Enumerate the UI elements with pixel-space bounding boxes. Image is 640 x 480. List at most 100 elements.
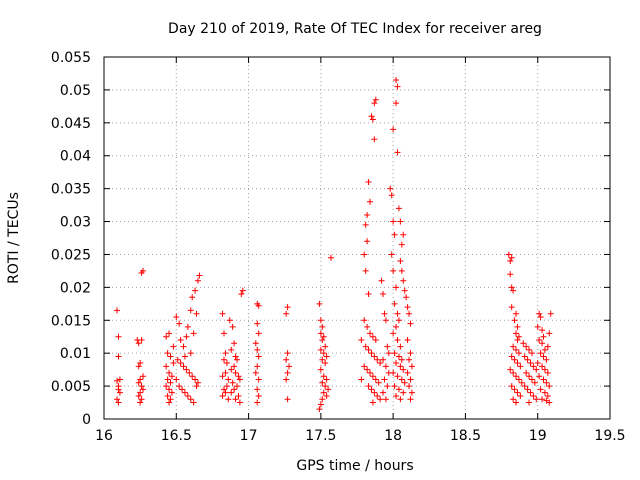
data-point bbox=[194, 277, 201, 284]
data-point bbox=[513, 330, 520, 337]
data-point bbox=[369, 333, 376, 340]
data-point bbox=[192, 287, 199, 294]
data-point bbox=[368, 386, 375, 393]
data-point bbox=[513, 310, 520, 317]
data-point bbox=[507, 258, 514, 265]
data-point bbox=[381, 376, 388, 383]
data-point bbox=[254, 399, 261, 406]
data-point bbox=[135, 392, 142, 399]
data-point bbox=[513, 346, 520, 353]
data-point bbox=[541, 389, 548, 396]
data-point bbox=[255, 353, 262, 360]
data-point bbox=[364, 238, 371, 245]
data-point bbox=[190, 399, 197, 406]
data-point bbox=[368, 350, 375, 357]
data-point bbox=[193, 310, 200, 317]
y-tick-label: 0.035 bbox=[51, 182, 91, 198]
data-point bbox=[374, 392, 381, 399]
data-point bbox=[234, 356, 241, 363]
data-point bbox=[541, 366, 548, 373]
data-point bbox=[526, 346, 533, 353]
data-point bbox=[320, 350, 327, 357]
data-point bbox=[114, 377, 121, 384]
data-point bbox=[327, 254, 334, 261]
data-point bbox=[114, 307, 121, 314]
data-point bbox=[381, 310, 388, 317]
data-point bbox=[219, 392, 226, 399]
data-point bbox=[523, 343, 530, 350]
data-point bbox=[400, 277, 407, 284]
data-point bbox=[511, 317, 518, 324]
data-point bbox=[514, 360, 521, 367]
data-point bbox=[228, 366, 235, 373]
data-point bbox=[115, 353, 122, 360]
data-point bbox=[517, 392, 524, 399]
data-point bbox=[528, 376, 535, 383]
data-point bbox=[364, 323, 371, 330]
y-tick-label: 0.04 bbox=[60, 149, 91, 165]
data-point bbox=[526, 373, 533, 380]
x-tick-label: 17 bbox=[240, 428, 258, 444]
data-point bbox=[540, 376, 547, 383]
data-point bbox=[254, 346, 261, 353]
data-point bbox=[189, 294, 196, 301]
data-point bbox=[507, 366, 514, 373]
data-point bbox=[140, 373, 147, 380]
data-point bbox=[325, 386, 332, 393]
data-point bbox=[372, 376, 379, 383]
data-point bbox=[362, 343, 369, 350]
y-tick-label: 0.005 bbox=[51, 379, 91, 395]
data-point bbox=[395, 386, 402, 393]
data-point bbox=[533, 396, 540, 403]
data-point bbox=[394, 373, 401, 380]
data-point bbox=[231, 386, 238, 393]
data-point bbox=[395, 317, 402, 324]
data-point bbox=[393, 284, 400, 291]
y-tick-label: 0.05 bbox=[60, 83, 91, 99]
data-point bbox=[232, 369, 239, 376]
data-point bbox=[231, 363, 238, 370]
data-point bbox=[320, 373, 327, 380]
data-point bbox=[222, 369, 229, 376]
data-point bbox=[236, 399, 243, 406]
data-point bbox=[220, 386, 227, 393]
data-point bbox=[177, 360, 184, 367]
data-point bbox=[391, 231, 398, 238]
data-point bbox=[235, 392, 242, 399]
data-point bbox=[515, 376, 522, 383]
data-point bbox=[528, 350, 535, 357]
y-tick-label: 0.055 bbox=[51, 50, 91, 66]
data-point bbox=[135, 363, 142, 370]
data-point bbox=[174, 356, 181, 363]
data-point bbox=[255, 392, 262, 399]
data-point bbox=[407, 320, 414, 327]
data-point bbox=[173, 313, 180, 320]
data-point bbox=[537, 386, 544, 393]
data-point bbox=[254, 386, 261, 393]
data-point bbox=[539, 363, 546, 370]
data-point bbox=[393, 392, 400, 399]
data-point bbox=[388, 192, 395, 199]
y-tick-label: 0.025 bbox=[51, 247, 91, 263]
data-point bbox=[397, 396, 404, 403]
data-point bbox=[398, 376, 405, 383]
data-point bbox=[362, 267, 369, 274]
data-point bbox=[393, 360, 400, 367]
data-point bbox=[365, 346, 372, 353]
x-tick-label: 17.5 bbox=[305, 428, 336, 444]
data-point bbox=[115, 399, 122, 406]
data-point bbox=[546, 399, 553, 406]
data-point bbox=[229, 323, 236, 330]
data-point bbox=[284, 396, 291, 403]
data-point bbox=[164, 350, 171, 357]
data-point bbox=[537, 313, 544, 320]
data-point bbox=[507, 271, 514, 278]
data-point bbox=[394, 337, 401, 344]
data-point bbox=[510, 287, 517, 294]
data-point bbox=[255, 376, 262, 383]
data-point bbox=[543, 356, 550, 363]
data-point bbox=[186, 369, 193, 376]
data-point bbox=[369, 399, 376, 406]
data-point bbox=[398, 241, 405, 248]
data-point bbox=[544, 392, 551, 399]
